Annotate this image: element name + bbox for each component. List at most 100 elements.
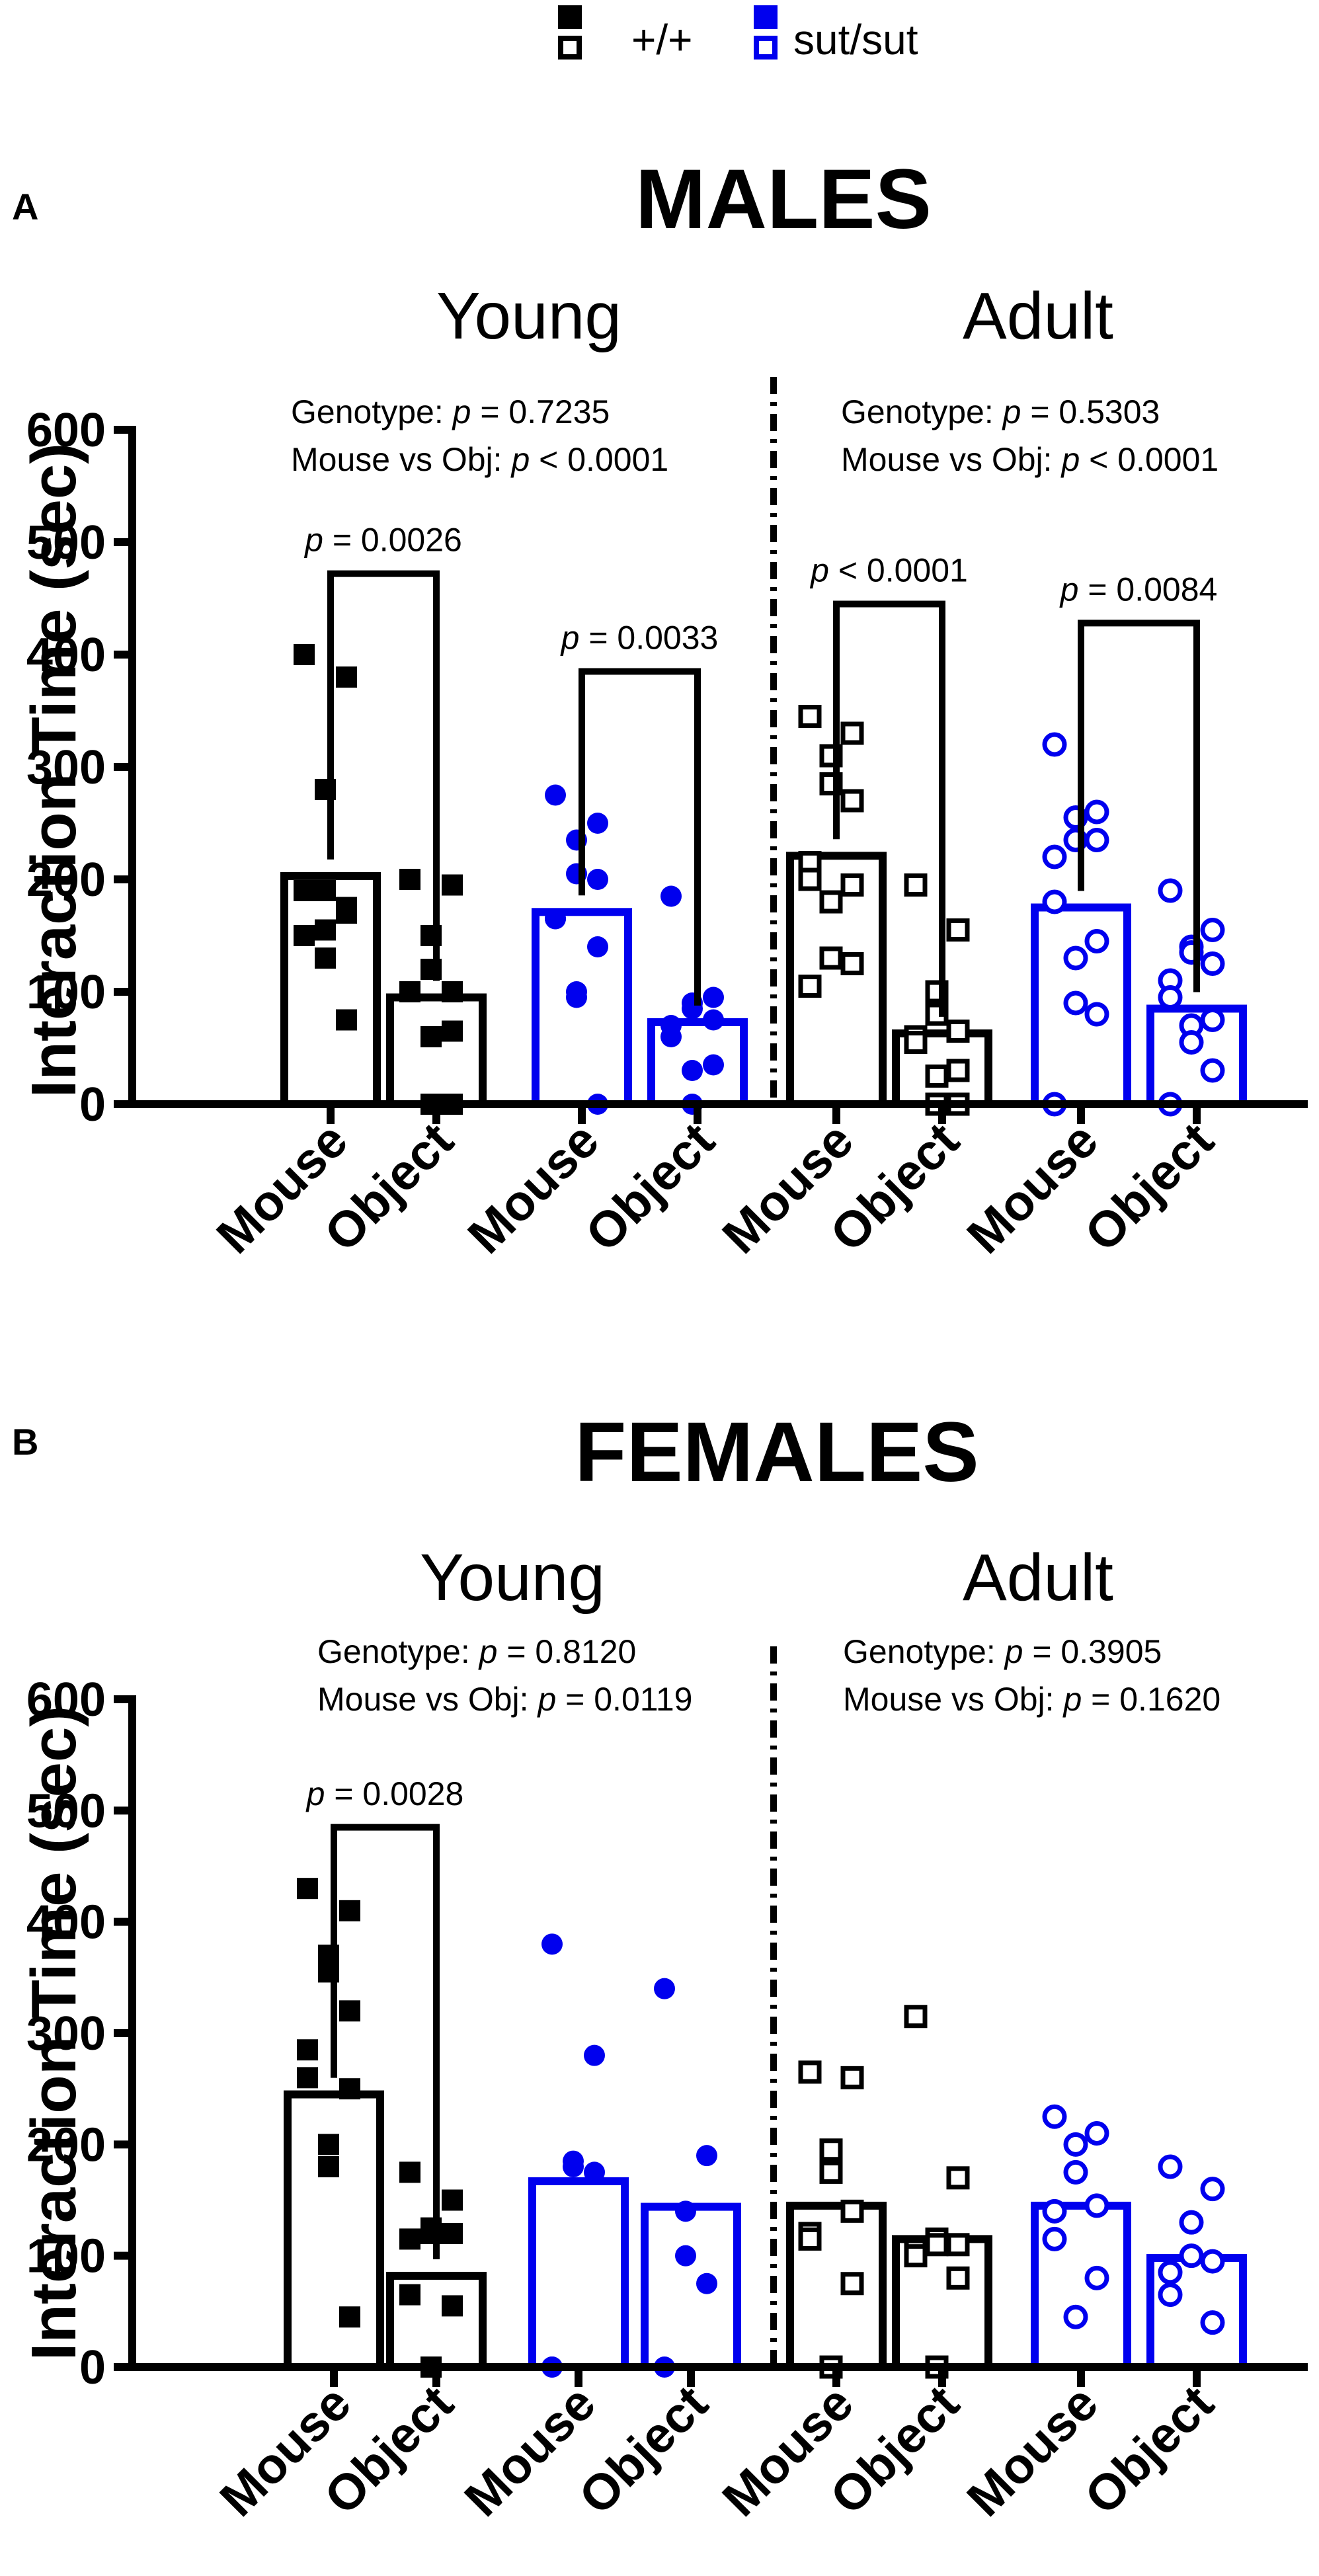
comparison-label: p = 0.0084 <box>1059 571 1218 608</box>
y-tick-label: 600 <box>26 404 106 457</box>
data-point <box>840 952 864 975</box>
panel-label: A <box>12 186 38 227</box>
data-point <box>1200 1008 1225 1032</box>
data-point <box>587 869 608 890</box>
data-point <box>1084 1002 1109 1027</box>
comparison-bracket <box>1078 620 1200 992</box>
data-point <box>696 2145 717 2167</box>
data-point <box>399 2284 420 2306</box>
data-point <box>675 2200 696 2222</box>
x-category-label: Mouse <box>454 2375 606 2527</box>
legend-mut-label: sut/sut <box>793 16 918 63</box>
bar <box>280 871 381 1109</box>
comparison-label: p = 0.0033 <box>560 620 719 657</box>
legend-wt-filled-square <box>558 5 582 29</box>
data-point <box>1158 878 1183 903</box>
data-point <box>294 644 315 665</box>
bar <box>641 2202 741 2372</box>
data-point <box>1042 2198 1067 2224</box>
panel-males: A MALES Young Adult Genotype: p = 0.7235… <box>12 152 1308 1264</box>
data-point <box>1042 889 1067 914</box>
x-category-label: Object <box>569 2375 719 2525</box>
data-point <box>399 2228 420 2250</box>
group-title-young: Young <box>420 1541 605 1615</box>
y-axis-label: Interaction Time (sec) <box>19 443 89 1098</box>
bar <box>532 908 632 1109</box>
y-tick-label: 400 <box>26 629 106 682</box>
data-point <box>819 2138 843 2162</box>
data-point <box>1063 2304 1088 2329</box>
data-point <box>946 2166 970 2190</box>
data-point <box>442 2295 463 2317</box>
data-point <box>1042 2226 1067 2251</box>
data-point <box>904 2005 928 2029</box>
data-point <box>336 897 357 918</box>
x-category-label: Object <box>1074 1112 1224 1262</box>
data-point <box>315 919 336 941</box>
data-point <box>339 2000 360 2022</box>
data-point <box>1042 2104 1067 2129</box>
data-point <box>563 2156 584 2177</box>
stats-genotype-adult: Genotype: p = 0.3905 <box>843 1633 1162 1670</box>
legend-wt-label: +/+ <box>631 16 693 63</box>
data-point <box>1042 732 1067 757</box>
data-point <box>946 918 970 942</box>
data-point <box>1084 2265 1109 2290</box>
x-category-label: Mouse <box>957 1112 1109 1264</box>
data-point <box>798 705 822 728</box>
data-point <box>1200 951 1225 976</box>
data-point <box>318 2134 339 2155</box>
legend-mut-open-square <box>754 36 778 60</box>
y-tick-label: 600 <box>26 1673 106 1726</box>
data-point <box>442 2189 463 2211</box>
data-point <box>336 666 357 688</box>
comparison-bracket <box>579 668 701 1006</box>
panel-females: B FEMALES Young Adult Genotype: p = 0.81… <box>12 1405 1308 2527</box>
panel-label: B <box>12 1421 38 1463</box>
y-tick-label: 100 <box>26 2230 106 2283</box>
data-point <box>840 873 864 897</box>
stats-mouse-vs-obj-adult: Mouse vs Obj: p < 0.0001 <box>841 441 1219 478</box>
data-point <box>946 2233 970 2257</box>
data-point <box>1158 2282 1183 2308</box>
data-point <box>442 1020 463 1042</box>
x-category-label: Object <box>1074 2375 1224 2525</box>
data-point <box>1084 2121 1109 2146</box>
data-point <box>819 946 843 970</box>
data-point <box>703 986 724 1008</box>
comparison-label: p < 0.0001 <box>809 552 968 589</box>
data-point <box>1200 2249 1225 2274</box>
data-point <box>1084 2193 1109 2218</box>
legend-wt-open-square <box>558 36 582 60</box>
data-point <box>442 874 463 896</box>
data-point <box>318 2156 339 2177</box>
data-point <box>297 2067 318 2089</box>
y-tick-label: 200 <box>26 854 106 906</box>
data-point <box>584 2161 605 2183</box>
group-title-adult: Adult <box>963 1541 1113 1615</box>
group-title-young: Young <box>436 279 621 353</box>
bar <box>528 2177 629 2371</box>
data-point <box>798 2227 822 2251</box>
data-point <box>339 1900 360 1921</box>
data-point <box>336 1009 357 1031</box>
panel-title: MALES <box>635 152 932 247</box>
data-point <box>660 885 682 907</box>
x-category-label: Object <box>575 1112 725 1262</box>
comparison-label: p = 0.0028 <box>305 1775 464 1812</box>
data-point <box>675 2245 696 2267</box>
data-point <box>840 2272 864 2296</box>
data-point <box>294 925 315 946</box>
stats-genotype-young: Genotype: p = 0.7235 <box>291 393 610 430</box>
data-point <box>541 1933 563 1955</box>
data-point <box>703 1009 724 1031</box>
comparison-bracket <box>331 1824 440 2259</box>
data-point <box>545 784 566 806</box>
y-tick-label: 100 <box>26 966 106 1019</box>
data-point <box>399 2161 420 2183</box>
y-tick-label: 500 <box>26 516 106 569</box>
data-point <box>1084 929 1109 953</box>
panel-title: FEMALES <box>575 1405 979 1500</box>
data-point <box>1200 1058 1225 1083</box>
data-point <box>1179 2243 1204 2269</box>
